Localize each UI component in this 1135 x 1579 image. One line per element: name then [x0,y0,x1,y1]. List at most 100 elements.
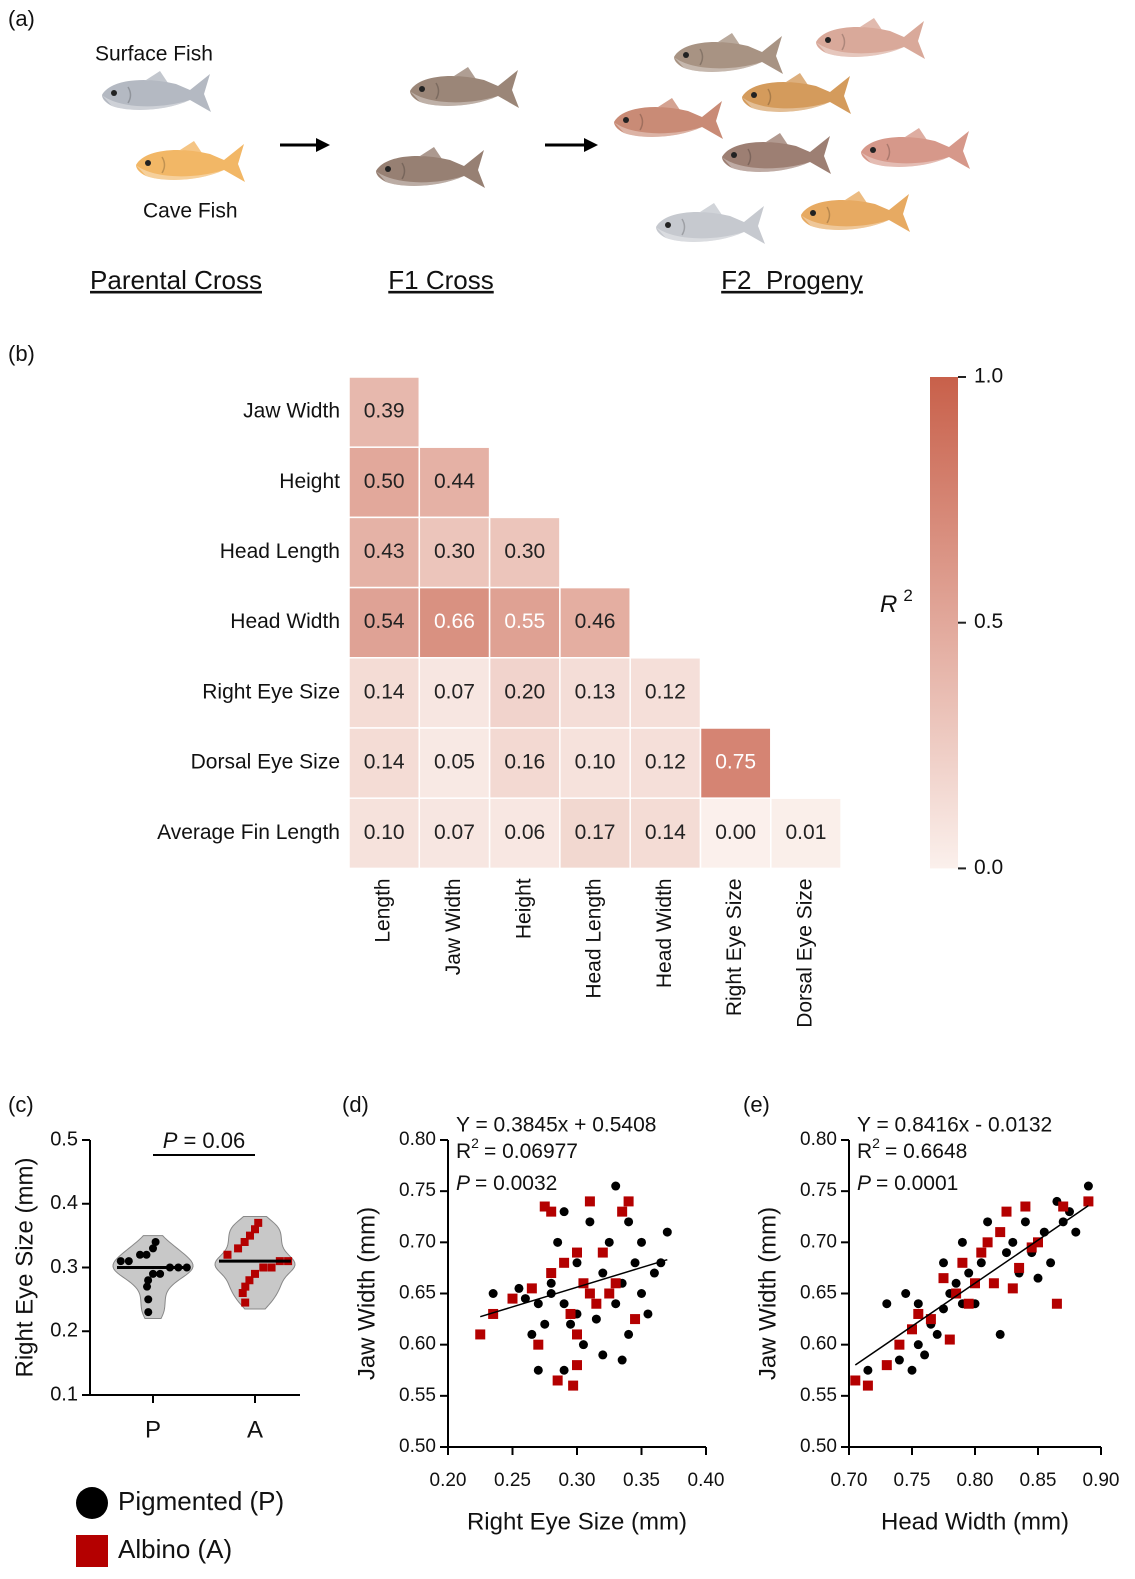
y-tick-label: 0.1 [50,1383,78,1405]
data-point [976,1248,986,1258]
data-point [585,1196,595,1206]
p-value-symbol: P [857,1172,871,1195]
y-tick-label: 0.50 [399,1436,436,1457]
data-point [611,1299,620,1308]
x-tick-label: 0.20 [430,1470,467,1491]
data-point [144,1308,152,1316]
y-tick-label: 0.80 [399,1129,436,1150]
data-point [117,1257,125,1265]
x-tick-label: 0.25 [494,1470,531,1491]
arrow-head [316,138,330,152]
y-tick-label: 0.55 [399,1385,436,1406]
data-point [489,1289,498,1298]
data-point [945,1335,955,1345]
data-point [559,1258,569,1268]
r-squared: R2= 0.6648 [857,1135,967,1163]
cell-label: 0.14 [645,821,686,844]
data-point [572,1248,582,1258]
cell-label: 0.12 [645,680,686,703]
p-value-text: = 0.0001 [876,1172,958,1195]
data-point [995,1227,1005,1237]
data-point [964,1269,973,1278]
data-point [914,1299,923,1308]
data-point [939,1273,949,1283]
x-axis-title: Right Eye Size (mm) [467,1508,687,1535]
x-tick-label: 0.90 [1083,1470,1120,1491]
y-axis-title: Right Eye Size (mm) [11,1157,38,1377]
r-squared-text: = 0.06977 [484,1140,578,1163]
y-tick-label: 0.75 [800,1180,837,1201]
data-point [611,1278,621,1288]
cell-label: 0.05 [434,751,475,774]
data-point [547,1279,556,1288]
data-point [618,1356,627,1365]
cell-label: 0.10 [575,751,616,774]
x-tick-label: 0.40 [688,1470,725,1491]
y-tick-label: 0.2 [50,1320,78,1342]
data-point [983,1217,992,1226]
data-point [585,1217,594,1226]
row-label: Head Length [220,540,340,563]
data-point [475,1329,485,1339]
cell-label: 0.75 [715,751,756,774]
x-tick-label: 0.85 [1020,1470,1057,1491]
cell-label: 0.30 [434,540,475,563]
figure: (a) Surface Fish Cave Fish Parental Cros… [0,0,1135,1579]
data-point [1058,1202,1068,1212]
cell-label: 0.01 [786,821,827,844]
data-point [637,1238,646,1247]
data-point [983,1237,993,1247]
cell-label: 0.46 [575,610,616,633]
legend-marker [76,1535,108,1567]
fish [614,98,723,139]
arrow-head [584,138,598,152]
data-point [882,1299,891,1308]
y-tick-label: 0.60 [800,1334,837,1355]
colorbar-title-sup: 2 [903,586,912,605]
data-point [920,1350,929,1359]
annotation: P= 0.06 [163,1128,245,1153]
cell-label: 0.39 [364,400,405,423]
data-point [1002,1207,1012,1217]
data-point [254,1219,262,1227]
data-point [144,1276,152,1284]
column-label: Head Length [583,878,606,998]
panel-label: (b) [8,341,35,366]
cell-label: 0.06 [504,821,545,844]
regression-line [480,1260,667,1317]
data-point [152,1238,160,1246]
y-tick-label: 0.4 [50,1192,78,1214]
fish [136,141,245,182]
data-point [1008,1238,1017,1247]
panel-label: (a) [8,6,35,31]
data-point [508,1294,518,1304]
data-point [624,1196,634,1206]
data-point [553,1238,562,1247]
data-point [572,1360,582,1370]
data-point [566,1309,576,1319]
y-tick-label: 0.65 [800,1283,837,1304]
cell-label: 0.55 [504,610,545,633]
annotation-text: = 0.06 [183,1128,245,1153]
data-point [895,1356,904,1365]
cell-label: 0.07 [434,821,475,844]
data-point [553,1375,563,1385]
data-point [901,1289,910,1298]
column-label: Length [372,878,395,942]
data-point [637,1289,646,1298]
cell-label: 0.12 [645,751,686,774]
r-squared-sup: 2 [471,1135,479,1151]
x-tick-label: 0.80 [957,1470,994,1491]
fish [861,128,970,169]
stage-label: F2 Progeny [721,265,863,295]
column-label: Head Width [653,878,676,988]
cell-label: 0.14 [364,751,405,774]
p-value-text: = 0.0032 [475,1172,557,1195]
data-point [527,1283,537,1293]
data-point [573,1258,582,1267]
data-point [585,1289,595,1299]
data-point [1084,1182,1093,1191]
data-point [1046,1258,1055,1267]
y-axis-title: Jaw Width (mm) [353,1207,380,1380]
fish [656,203,765,244]
